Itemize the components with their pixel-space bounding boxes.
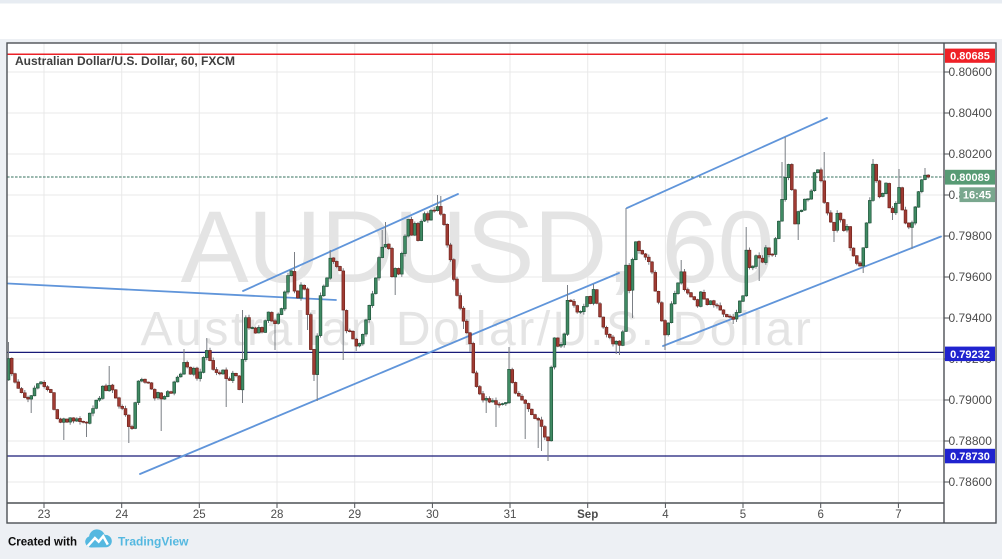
- svg-text:25: 25: [193, 509, 206, 521]
- svg-text:0.79000: 0.79000: [949, 393, 993, 407]
- svg-text:7: 7: [895, 509, 901, 521]
- svg-text:6: 6: [817, 509, 823, 521]
- svg-text:0.80600: 0.80600: [949, 65, 993, 79]
- svg-text:TradingView: TradingView: [118, 535, 189, 549]
- svg-text:0.79600: 0.79600: [949, 270, 993, 284]
- svg-text:5: 5: [740, 509, 746, 521]
- svg-text:16:45: 16:45: [963, 190, 991, 202]
- svg-text:0.79400: 0.79400: [949, 311, 993, 325]
- svg-text:Australian Dollar/U.S. Dollar,: Australian Dollar/U.S. Dollar, 60, FXCM: [15, 54, 235, 68]
- svg-text:0.78800: 0.78800: [949, 434, 993, 448]
- svg-text:29: 29: [348, 509, 361, 521]
- svg-text:0.79800: 0.79800: [949, 229, 993, 243]
- svg-text:28: 28: [271, 509, 284, 521]
- svg-text:Created with: Created with: [8, 537, 77, 549]
- svg-text:0.78600: 0.78600: [949, 475, 993, 489]
- svg-text:0.80400: 0.80400: [949, 106, 993, 120]
- svg-text:AUDUSD, 60: AUDUSD, 60: [181, 190, 774, 304]
- svg-text:0.80685: 0.80685: [950, 51, 990, 63]
- svg-text:0.80089: 0.80089: [950, 172, 990, 184]
- svg-text:24: 24: [115, 509, 128, 521]
- svg-text:Sep: Sep: [577, 509, 598, 521]
- svg-text:Australian Dollar/U.S. Dollar: Australian Dollar/U.S. Dollar: [141, 303, 814, 356]
- svg-text:4: 4: [662, 509, 669, 521]
- svg-text:31: 31: [504, 509, 517, 521]
- svg-text:0.80200: 0.80200: [949, 147, 993, 161]
- svg-text:0.79232: 0.79232: [950, 349, 990, 361]
- svg-text:30: 30: [426, 509, 439, 521]
- svg-text:23: 23: [38, 509, 51, 521]
- svg-text:0.78730: 0.78730: [950, 451, 990, 463]
